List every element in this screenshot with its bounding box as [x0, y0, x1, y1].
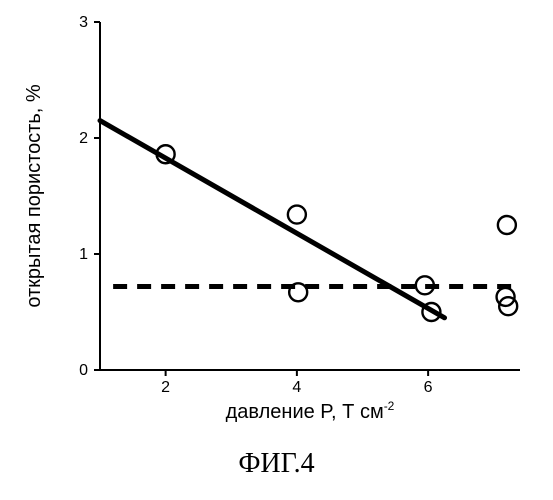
y-axis-label: открытая пористость, % [23, 84, 45, 308]
y-tick-label: 3 [79, 14, 88, 31]
data-point [288, 206, 306, 224]
chart-svg: 0 1 2 3 2 4 6 давление P, Т см-2 открытая порист… [0, 0, 553, 500]
x-tick-label: 2 [161, 379, 170, 396]
figure-caption: ФИГ.4 [0, 448, 553, 480]
y-tick-label: 2 [79, 130, 88, 147]
y-tick-label: 1 [79, 246, 88, 263]
x-tick-label: 4 [292, 379, 301, 396]
y-tick-label: 0 [79, 362, 88, 379]
data-point [498, 216, 516, 234]
figure-wrap: 0 1 2 3 2 4 6 давление P, Т см-2 открытая порист… [0, 0, 553, 500]
x-tick-label: 6 [424, 379, 433, 396]
x-axis-label: давление P, Т см-2 [226, 399, 395, 423]
trend-line [100, 121, 445, 318]
data-point [289, 283, 307, 301]
